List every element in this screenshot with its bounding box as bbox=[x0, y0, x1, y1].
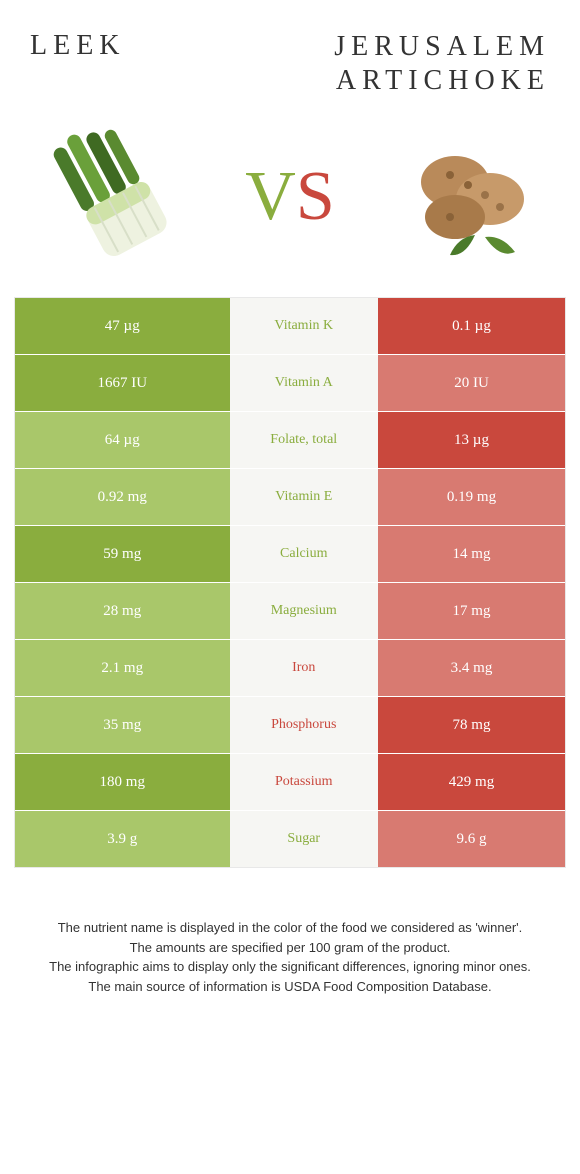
footer-line2: The amounts are specified per 100 gram o… bbox=[30, 938, 550, 958]
left-value-cell: 1667 IU bbox=[15, 355, 230, 411]
table-row: 0.92 mgVitamin E0.19 mg bbox=[15, 469, 565, 526]
right-value-cell: 0.1 µg bbox=[378, 298, 565, 354]
right-value-cell: 13 µg bbox=[378, 412, 565, 468]
left-value-cell: 64 µg bbox=[15, 412, 230, 468]
vs-label: VS bbox=[245, 162, 335, 232]
title-right: JERUSALEM ARTICHOKE bbox=[290, 30, 550, 97]
nutrient-name-cell: Vitamin K bbox=[230, 298, 379, 354]
table-row: 47 µgVitamin K0.1 µg bbox=[15, 298, 565, 355]
footer-line1: The nutrient name is displayed in the co… bbox=[30, 918, 550, 938]
left-value-cell: 3.9 g bbox=[15, 811, 230, 867]
left-value-cell: 28 mg bbox=[15, 583, 230, 639]
leek-image bbox=[30, 117, 200, 277]
right-value-cell: 14 mg bbox=[378, 526, 565, 582]
right-value-cell: 3.4 mg bbox=[378, 640, 565, 696]
nutrient-name-cell: Calcium bbox=[230, 526, 379, 582]
nutrient-name-cell: Iron bbox=[230, 640, 379, 696]
left-value-cell: 0.92 mg bbox=[15, 469, 230, 525]
right-value-cell: 20 IU bbox=[378, 355, 565, 411]
right-value-cell: 78 mg bbox=[378, 697, 565, 753]
nutrient-name-cell: Vitamin A bbox=[230, 355, 379, 411]
left-value-cell: 35 mg bbox=[15, 697, 230, 753]
nutrient-name-cell: Sugar bbox=[230, 811, 379, 867]
left-value-cell: 180 mg bbox=[15, 754, 230, 810]
title-left: LEEK bbox=[30, 30, 290, 62]
footer-notes: The nutrient name is displayed in the co… bbox=[0, 868, 580, 1026]
nutrient-name-cell: Vitamin E bbox=[230, 469, 379, 525]
artichoke-image bbox=[380, 117, 550, 277]
nutrient-name-cell: Magnesium bbox=[230, 583, 379, 639]
left-value-cell: 2.1 mg bbox=[15, 640, 230, 696]
left-value-cell: 47 µg bbox=[15, 298, 230, 354]
right-value-cell: 429 mg bbox=[378, 754, 565, 810]
left-value-cell: 59 mg bbox=[15, 526, 230, 582]
table-row: 64 µgFolate, total13 µg bbox=[15, 412, 565, 469]
nutrient-name-cell: Potassium bbox=[230, 754, 379, 810]
nutrient-table: 47 µgVitamin K0.1 µg1667 IUVitamin A20 I… bbox=[14, 297, 566, 868]
nutrient-name-cell: Folate, total bbox=[230, 412, 379, 468]
footer-line3: The infographic aims to display only the… bbox=[30, 957, 550, 977]
right-value-cell: 17 mg bbox=[378, 583, 565, 639]
infographic-container: LEEK JERUSALEM ARTICHOKE bbox=[0, 0, 580, 1026]
right-value-cell: 9.6 g bbox=[378, 811, 565, 867]
right-value-cell: 0.19 mg bbox=[378, 469, 565, 525]
table-row: 1667 IUVitamin A20 IU bbox=[15, 355, 565, 412]
table-row: 59 mgCalcium14 mg bbox=[15, 526, 565, 583]
nutrient-name-cell: Phosphorus bbox=[230, 697, 379, 753]
title-right-line2: ARTICHOKE bbox=[336, 65, 550, 96]
footer-line4: The main source of information is USDA F… bbox=[30, 977, 550, 997]
header: LEEK JERUSALEM ARTICHOKE bbox=[0, 0, 580, 107]
vs-v: V bbox=[245, 158, 296, 235]
table-row: 2.1 mgIron3.4 mg bbox=[15, 640, 565, 697]
images-row: VS bbox=[0, 107, 580, 297]
table-row: 3.9 gSugar9.6 g bbox=[15, 811, 565, 867]
table-row: 35 mgPhosphorus78 mg bbox=[15, 697, 565, 754]
title-right-line1: JERUSALEM bbox=[334, 31, 550, 62]
vs-s: S bbox=[296, 158, 335, 235]
table-row: 180 mgPotassium429 mg bbox=[15, 754, 565, 811]
table-row: 28 mgMagnesium17 mg bbox=[15, 583, 565, 640]
